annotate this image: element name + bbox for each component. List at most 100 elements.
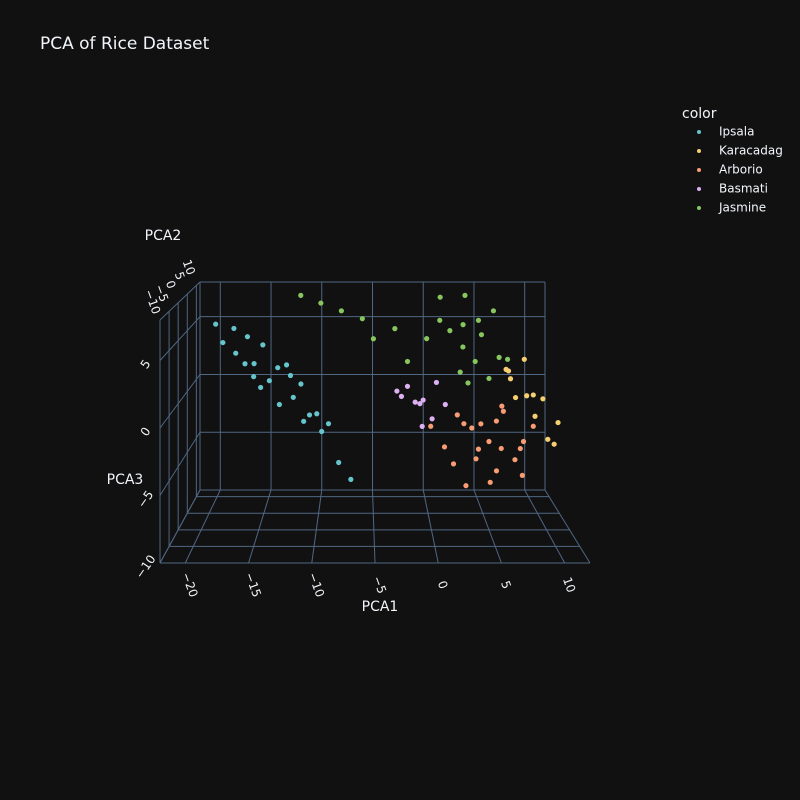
legend-marker xyxy=(697,130,701,134)
point xyxy=(417,401,423,407)
point xyxy=(478,421,484,427)
point xyxy=(287,372,294,379)
point xyxy=(487,479,493,485)
point xyxy=(338,308,344,314)
point xyxy=(473,456,479,462)
point xyxy=(462,292,468,298)
point xyxy=(555,419,561,426)
point xyxy=(524,393,530,399)
point xyxy=(517,445,523,452)
chart-title: PCA of Rice Dataset xyxy=(40,34,210,54)
point xyxy=(441,444,448,450)
point xyxy=(251,374,257,380)
legend-label: Basmati xyxy=(719,182,768,196)
point xyxy=(475,317,482,323)
point xyxy=(325,421,332,427)
grid-line xyxy=(473,489,502,564)
legend-marker xyxy=(697,187,701,191)
point xyxy=(306,412,313,418)
legend-label: Karacadag xyxy=(719,144,783,158)
point xyxy=(319,428,325,435)
legend-label: Ipsala xyxy=(719,125,754,139)
axis-edge xyxy=(159,281,201,321)
point xyxy=(500,408,506,414)
legend-label: Arborio xyxy=(719,163,763,177)
point xyxy=(512,457,518,463)
grid xyxy=(159,281,591,564)
y-tick-label: 0 xyxy=(163,279,179,291)
point xyxy=(251,361,257,367)
point xyxy=(392,326,398,332)
point xyxy=(490,308,497,314)
y-axis-title: PCA2 xyxy=(145,228,182,244)
point xyxy=(475,446,482,452)
legend-marker xyxy=(697,206,701,210)
grid-line xyxy=(372,489,376,564)
grid-line xyxy=(422,489,439,564)
legend-marker xyxy=(697,168,701,172)
x-tick-label: 5 xyxy=(498,579,514,591)
point xyxy=(220,339,226,346)
point xyxy=(370,336,377,342)
point xyxy=(429,416,435,422)
point xyxy=(507,376,514,382)
point xyxy=(419,423,425,429)
point xyxy=(437,317,443,323)
point xyxy=(336,459,342,466)
point xyxy=(540,396,546,402)
point xyxy=(519,472,525,478)
point xyxy=(450,461,457,467)
point xyxy=(394,388,400,394)
point xyxy=(496,354,502,360)
point xyxy=(465,380,471,386)
axis-edge xyxy=(544,489,591,564)
point xyxy=(359,316,365,322)
z-axis-title: PCA3 xyxy=(107,472,144,488)
point xyxy=(486,375,492,382)
grid-line xyxy=(248,489,272,564)
grid-line xyxy=(159,489,201,564)
point xyxy=(233,350,239,356)
point xyxy=(260,342,266,348)
point xyxy=(504,356,511,362)
point xyxy=(454,412,460,418)
point xyxy=(520,438,527,445)
point xyxy=(472,358,478,365)
y-tick-label: 5 xyxy=(172,270,188,282)
point xyxy=(521,356,527,362)
legend-label: Jasmine xyxy=(718,201,766,215)
point xyxy=(457,369,463,375)
point xyxy=(499,403,505,409)
point xyxy=(460,322,466,328)
y-tick-label: −5 xyxy=(152,282,171,303)
grid-line xyxy=(311,489,323,564)
point xyxy=(420,397,426,403)
point xyxy=(512,394,519,401)
point xyxy=(398,393,405,399)
point xyxy=(231,325,237,332)
point xyxy=(442,401,448,408)
point xyxy=(530,392,536,398)
point xyxy=(478,332,485,338)
point xyxy=(404,358,411,365)
points xyxy=(213,292,561,489)
point xyxy=(298,381,304,387)
point xyxy=(469,425,475,431)
grid-line xyxy=(159,316,201,361)
point xyxy=(486,438,492,445)
point xyxy=(276,401,282,408)
point xyxy=(213,321,219,327)
x-tick-label: 0 xyxy=(435,579,451,591)
point xyxy=(242,361,248,367)
point xyxy=(275,365,281,371)
grid-line xyxy=(159,374,201,429)
x-axis-title: PCA1 xyxy=(362,599,399,615)
point xyxy=(493,418,499,424)
point xyxy=(460,344,466,350)
point xyxy=(244,334,251,340)
point xyxy=(545,436,551,442)
grid-line xyxy=(159,431,201,496)
point xyxy=(348,476,354,482)
